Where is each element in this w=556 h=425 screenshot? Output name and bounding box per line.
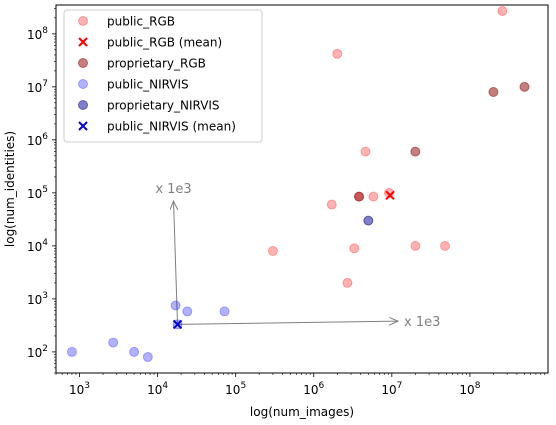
- annotation-text: x 1e3: [155, 182, 191, 197]
- point-proprietary-rgb: [488, 86, 499, 97]
- y-tick-label: 102: [27, 344, 48, 360]
- y-tick-label: 108: [27, 26, 48, 42]
- legend: public_RGB public_RGB (mean) proprietary_R…: [63, 9, 263, 143]
- legend-marker: [78, 121, 88, 131]
- point-public-rgb: [440, 240, 451, 251]
- point-public-nirvis: [66, 346, 77, 357]
- point-public-rgb: [267, 246, 278, 257]
- y-tick-label: 104: [27, 238, 48, 254]
- legend-marker: [78, 79, 88, 89]
- legend-label: public_RGB (mean): [107, 36, 222, 50]
- y-tick-label: 103: [27, 291, 48, 307]
- point-public-rgb: [342, 277, 353, 288]
- point-proprietary-rgb: [354, 191, 365, 202]
- annotation-arrow: [174, 201, 179, 325]
- point-public-nirvis: [129, 346, 140, 357]
- x-tick-label: 103: [69, 381, 90, 397]
- point-public-rgb-mean: [385, 190, 395, 201]
- legend-label: public_NIRVIS (mean): [107, 120, 236, 134]
- ticks-layer: 103 104 105 106 107 108 102 103 104 105 106 107 108: [27, 8, 545, 397]
- annotation-text: x 1e3: [404, 315, 440, 330]
- point-proprietary-nirvis: [363, 215, 374, 226]
- y-axis-label: log(num_identities): [3, 131, 17, 247]
- point-public-nirvis: [142, 352, 153, 363]
- y-tick-label: 105: [27, 185, 48, 201]
- x-tick-label: 106: [303, 381, 324, 397]
- point-public-nirvis-mean: [172, 319, 183, 330]
- point-public-rgb: [368, 191, 379, 202]
- point-public-rgb: [410, 240, 421, 251]
- point-public-nirvis: [219, 306, 230, 317]
- point-proprietary-rgb: [519, 81, 530, 92]
- legend-label: public_NIRVIS: [107, 78, 189, 92]
- point-public-rgb: [349, 243, 360, 254]
- x-axis-label: log(num_images): [250, 405, 354, 419]
- x-tick-label: 104: [147, 381, 168, 397]
- legend-marker: [78, 16, 88, 26]
- point-public-nirvis: [108, 337, 119, 348]
- point-public-rgb: [332, 48, 343, 59]
- legend-marker: [78, 100, 88, 110]
- legend-label: proprietary_RGB: [107, 57, 206, 71]
- point-public-rgb: [497, 5, 508, 16]
- point-public-rgb: [360, 146, 371, 157]
- legend-marker: [78, 58, 88, 68]
- points-layer: [66, 5, 530, 363]
- point-proprietary-rgb: [410, 146, 421, 157]
- x-tick-label: 108: [459, 381, 480, 397]
- y-tick-label: 107: [27, 79, 48, 95]
- annotation-arrow: [177, 321, 398, 324]
- legend-box: [63, 9, 263, 143]
- legend-marker: [78, 37, 88, 47]
- annotation-layer: x 1e3 x 1e3: [155, 182, 440, 330]
- x-tick-label: 105: [225, 381, 246, 397]
- legend-label: public_RGB: [107, 15, 175, 29]
- plot-frame: [55, 4, 549, 374]
- legend-label: proprietary_NIRVIS: [107, 99, 220, 113]
- point-public-nirvis: [170, 300, 181, 311]
- y-tick-label: 106: [27, 132, 48, 148]
- x-tick-label: 107: [381, 381, 402, 397]
- point-public-nirvis: [182, 306, 193, 317]
- point-public-rgb: [326, 199, 337, 210]
